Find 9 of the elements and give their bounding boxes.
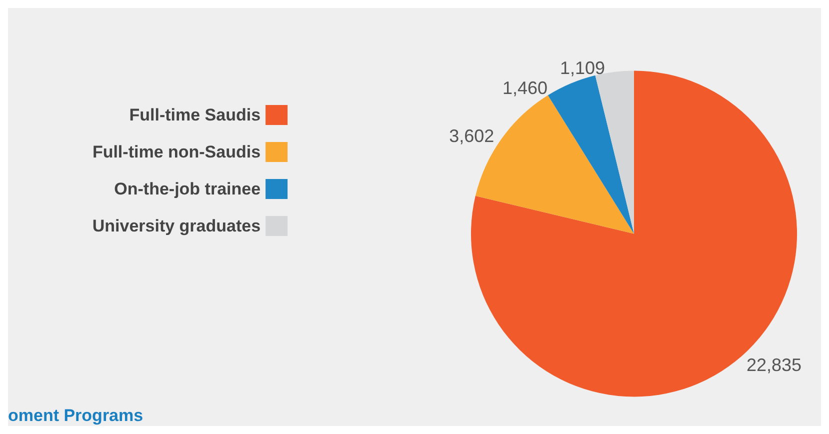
legend-label: University graduates [92,216,261,236]
text: oment Programs [8,406,144,425]
data-label: 22,835 [746,354,802,375]
legend-label: On-the-job trainee [114,179,261,198]
data-label: 3,602 [449,126,494,146]
data-label: 1,460 [502,78,548,98]
legend-label: Full-time non-Saudis [92,142,261,162]
legend-label: Full-time Saudis [129,105,261,124]
data-label: 1,109 [560,58,605,78]
